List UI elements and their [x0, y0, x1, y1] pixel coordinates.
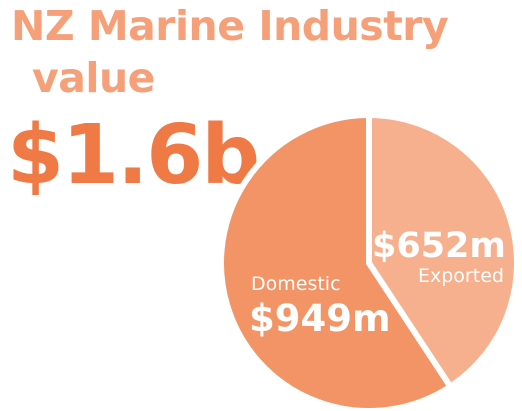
- total-value: $1.6b: [7, 108, 260, 203]
- pie-slices: [218, 111, 520, 411]
- slice-value-domestic: $949m: [249, 297, 391, 340]
- pie-slice-exported: [366, 111, 520, 391]
- slice-value-exported: $652m: [372, 226, 506, 266]
- slice-label-domestic: Domestic: [251, 273, 341, 295]
- chart-title-line-1: NZ Marine Industry: [11, 2, 449, 50]
- slice-label-exported: Exported: [418, 265, 504, 287]
- chart-title-line-2: value: [32, 54, 155, 102]
